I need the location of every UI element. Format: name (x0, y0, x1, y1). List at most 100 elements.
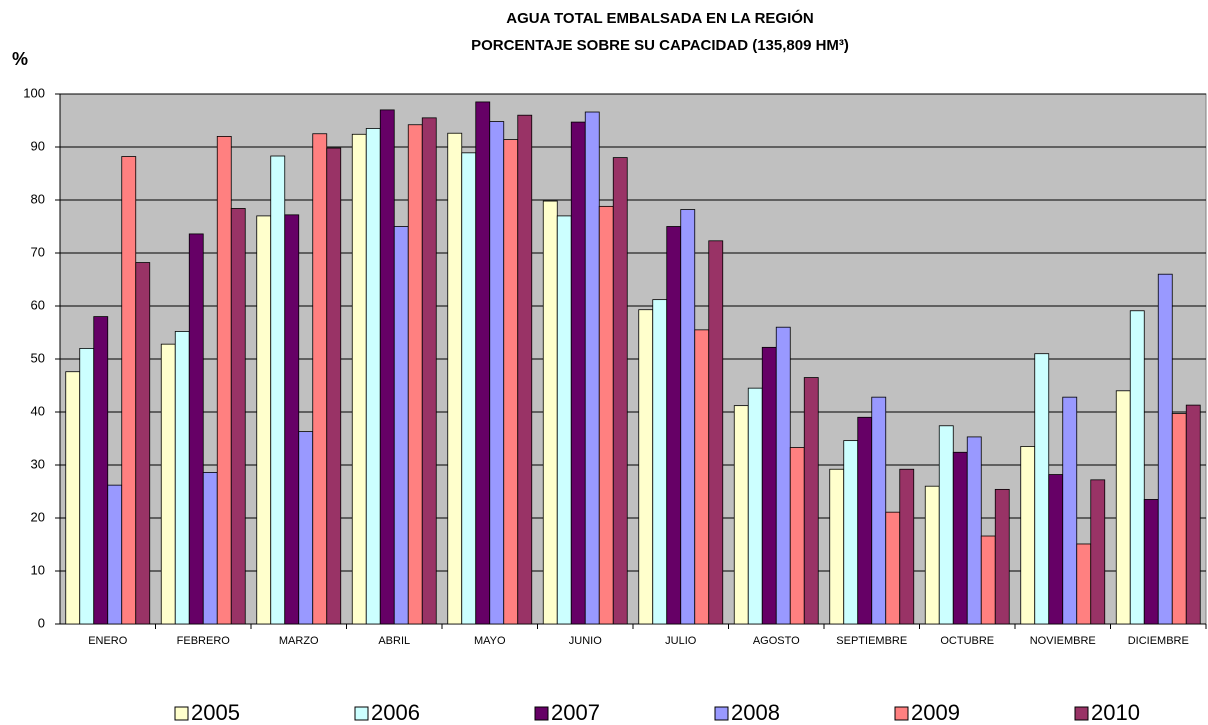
bar (365, 128, 381, 625)
bar (447, 132, 463, 625)
bar (966, 436, 982, 625)
bar (666, 226, 682, 625)
bar (1076, 543, 1092, 625)
bar (202, 472, 218, 625)
bar (829, 468, 845, 625)
bar (598, 205, 614, 625)
bar (1090, 479, 1106, 625)
legend-swatch (174, 706, 189, 721)
y-tick-label: 50 (31, 350, 45, 365)
legend-swatch (1074, 706, 1089, 721)
bar (747, 387, 763, 625)
legend-label: 2005 (191, 700, 240, 725)
bar (326, 147, 342, 625)
legend-swatch (894, 706, 909, 721)
bar (1171, 413, 1187, 625)
x-tick-label: OCTUBRE (940, 635, 994, 647)
bar (379, 109, 395, 625)
bar (871, 396, 887, 625)
x-tick-label: JUNIO (569, 635, 602, 647)
bar (421, 117, 437, 625)
bar (733, 405, 749, 625)
x-tick-label: SEPTIEMBRE (836, 635, 907, 647)
bar (312, 133, 328, 625)
bar (407, 124, 423, 625)
chart-title: AGUA TOTAL EMBALSADA EN LA REGIÓN (506, 9, 814, 27)
bar (1157, 273, 1173, 625)
bar (638, 309, 654, 625)
y-tick-label: 90 (31, 138, 45, 153)
bar (230, 208, 246, 625)
x-tick-label: ENERO (88, 635, 128, 647)
bar (570, 121, 586, 625)
legend-label: 2007 (551, 700, 600, 725)
bar (652, 299, 668, 625)
legend-label: 2006 (371, 700, 420, 725)
bar (475, 101, 491, 625)
bar (65, 371, 81, 625)
bar (775, 326, 791, 625)
x-tick-label: JULIO (665, 635, 697, 647)
bar (216, 135, 232, 625)
bar (489, 121, 505, 625)
chart-subtitle: PORCENTAJE SOBRE SU CAPACIDAD (135,809 H… (471, 37, 849, 54)
bar (938, 425, 954, 625)
x-tick-label: FEBRERO (177, 635, 231, 647)
bar (556, 215, 572, 625)
bar (789, 447, 805, 625)
y-tick-label: 10 (31, 562, 45, 577)
bar (298, 431, 314, 625)
bar (107, 484, 123, 625)
bar (160, 343, 176, 625)
bar (924, 485, 940, 625)
y-tick-label: 30 (31, 456, 45, 471)
x-tick-label: ABRIL (378, 635, 410, 647)
bar (1185, 404, 1201, 625)
x-tick-label: AGOSTO (753, 635, 800, 647)
y-tick-label: 70 (31, 244, 45, 259)
y-axis-label: % (12, 49, 28, 69)
bar (121, 156, 137, 625)
y-tick-label: 40 (31, 403, 45, 418)
y-tick-label: 80 (31, 191, 45, 206)
bar (584, 111, 600, 625)
bar (174, 331, 190, 625)
bar (256, 215, 272, 625)
bar (1020, 446, 1036, 625)
y-tick-label: 20 (31, 509, 45, 524)
bar (843, 440, 859, 625)
x-tick-label: DICIEMBRE (1128, 635, 1189, 647)
bar (803, 377, 819, 625)
bar (135, 262, 151, 625)
bar (393, 226, 409, 625)
bar (188, 233, 204, 625)
bar (270, 155, 286, 625)
bar (1062, 396, 1078, 625)
bar (857, 416, 873, 625)
bar (503, 139, 519, 625)
bar (93, 316, 109, 625)
legend-label: 2008 (731, 700, 780, 725)
bar (1129, 310, 1145, 625)
bar (694, 329, 710, 625)
bar (761, 346, 777, 625)
bar (79, 347, 95, 625)
legend-label: 2010 (1091, 700, 1140, 725)
x-tick-label: MARZO (279, 635, 319, 647)
bar (980, 535, 996, 625)
bar (542, 200, 558, 625)
bar (899, 468, 915, 625)
x-tick-label: MAYO (474, 635, 506, 647)
legend-label: 2009 (911, 700, 960, 725)
bar (885, 511, 901, 625)
y-tick-label: 100 (23, 85, 45, 100)
x-tick-label: NOVIEMBRE (1030, 635, 1096, 647)
legend-swatch (354, 706, 369, 721)
bar (517, 114, 533, 625)
bar (612, 157, 628, 625)
bar (994, 488, 1010, 625)
y-tick-label: 60 (31, 297, 45, 312)
bar (680, 209, 696, 625)
bar (1115, 390, 1131, 625)
